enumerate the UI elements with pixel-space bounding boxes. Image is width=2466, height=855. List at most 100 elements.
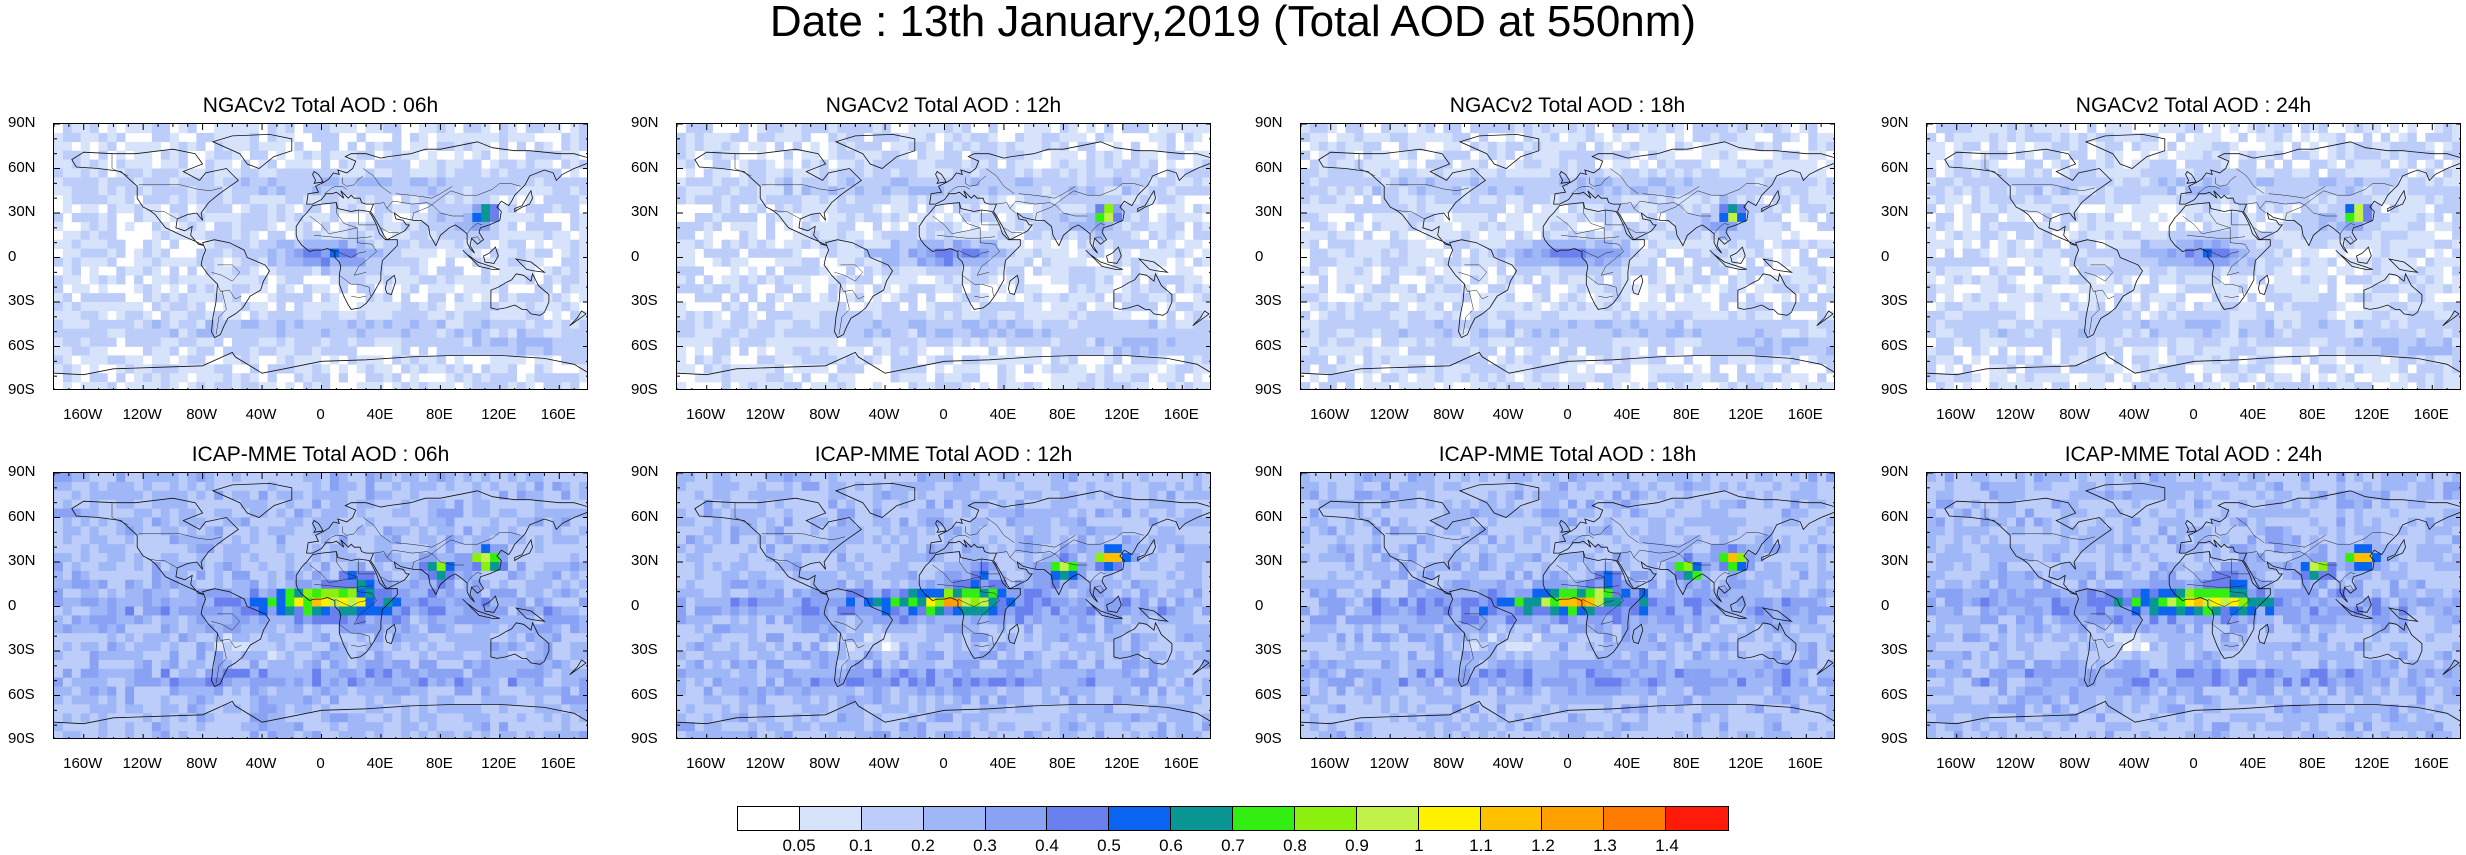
- lat-tick-label: 30S: [8, 293, 48, 309]
- lon-tick-label: 120E: [1728, 756, 1763, 772]
- lat-tick-label: 30S: [1881, 642, 1921, 658]
- lat-tick-label: 90S: [1255, 731, 1295, 747]
- colorbar-label: 0.8: [1283, 837, 1307, 854]
- colorbar-swatch: [1481, 807, 1543, 830]
- lon-tick-label: 40W: [1493, 407, 1524, 423]
- lat-tick-label: 60N: [1881, 509, 1921, 525]
- lon-tick-label: 40E: [1614, 756, 1641, 772]
- lon-tick-label: 120E: [1728, 407, 1763, 423]
- lon-tick-label: 40E: [2240, 756, 2267, 772]
- lon-tick-label: 80W: [1433, 756, 1464, 772]
- colorbar-label: 0.7: [1221, 837, 1245, 854]
- panel-title: ICAP-MME Total AOD : 12h: [676, 443, 1211, 467]
- lat-tick-label: 90S: [1255, 382, 1295, 398]
- lon-tick-label: 160W: [686, 407, 725, 423]
- lat-tick-label: 0: [631, 249, 671, 265]
- lon-tick-label: 120W: [1996, 407, 2035, 423]
- colorbar-label: 1.1: [1469, 837, 1493, 854]
- colorbar-label: 0.3: [973, 837, 997, 854]
- lon-tick-label: 80W: [186, 407, 217, 423]
- lat-tick-label: 90N: [1881, 464, 1921, 480]
- lon-tick-label: 40E: [367, 407, 394, 423]
- panel-title: ICAP-MME Total AOD : 24h: [1926, 443, 2461, 467]
- lon-tick-label: 40W: [246, 407, 277, 423]
- lon-tick-label: 160E: [541, 756, 576, 772]
- aod-field: [1301, 124, 1835, 390]
- lon-tick-label: 0: [939, 756, 947, 772]
- lat-tick-label: 30N: [631, 553, 671, 569]
- panel-title: NGACv2 Total AOD : 12h: [676, 94, 1211, 118]
- lat-tick-label: 90S: [631, 382, 671, 398]
- aod-map: [1300, 123, 1835, 390]
- colorbar-swatch: [862, 807, 924, 830]
- lat-tick-label: 30S: [1881, 293, 1921, 309]
- lat-tick-label: 60S: [1255, 687, 1295, 703]
- lat-tick-label: 90N: [8, 464, 48, 480]
- panel-title: NGACv2 Total AOD : 06h: [53, 94, 588, 118]
- page-title: Date : 13th January,2019 (Total AOD at 5…: [0, 0, 2466, 44]
- lon-tick-label: 80E: [426, 756, 453, 772]
- lon-tick-label: 80W: [2059, 756, 2090, 772]
- lat-tick-label: 30N: [1881, 204, 1921, 220]
- lat-tick-label: 0: [1881, 598, 1921, 614]
- lon-tick-label: 80E: [426, 407, 453, 423]
- lon-tick-label: 40E: [367, 756, 394, 772]
- lon-tick-label: 80E: [2299, 756, 2326, 772]
- colorbar-swatch: [1419, 807, 1481, 830]
- lat-tick-label: 60N: [8, 509, 48, 525]
- lat-tick-label: 30S: [1255, 293, 1295, 309]
- lat-tick-label: 60S: [1255, 338, 1295, 354]
- lon-tick-label: 40E: [1614, 407, 1641, 423]
- lon-tick-label: 120E: [2354, 407, 2389, 423]
- lon-tick-label: 160W: [1310, 407, 1349, 423]
- lon-tick-label: 160W: [1936, 407, 1975, 423]
- colorbar-swatch: [1666, 807, 1728, 830]
- colorbar-swatch: [738, 807, 800, 830]
- lat-tick-label: 90S: [8, 731, 48, 747]
- aod-field: [677, 124, 1211, 390]
- lon-tick-label: 120W: [1370, 407, 1409, 423]
- colorbar-label: 0.9: [1345, 837, 1369, 854]
- lon-tick-label: 80W: [809, 407, 840, 423]
- colorbar: [737, 806, 1729, 831]
- lon-tick-label: 160W: [1936, 756, 1975, 772]
- lon-tick-label: 160E: [1788, 407, 1823, 423]
- lat-tick-label: 90S: [8, 382, 48, 398]
- lon-tick-label: 40E: [990, 756, 1017, 772]
- panel-title: NGACv2 Total AOD : 24h: [1926, 94, 2461, 118]
- lon-tick-label: 160E: [2414, 407, 2449, 423]
- lat-tick-label: 30S: [8, 642, 48, 658]
- colorbar-label: 0.4: [1035, 837, 1059, 854]
- lat-tick-label: 60S: [631, 338, 671, 354]
- lat-tick-label: 90S: [1881, 731, 1921, 747]
- aod-map: [676, 123, 1211, 390]
- lon-tick-label: 160E: [1788, 756, 1823, 772]
- aod-map: [1926, 123, 2461, 390]
- colorbar-swatch: [1109, 807, 1171, 830]
- lon-tick-label: 120W: [1370, 756, 1409, 772]
- lon-tick-label: 40W: [2119, 407, 2150, 423]
- lat-tick-label: 90N: [1255, 464, 1295, 480]
- aod-field: [54, 473, 588, 739]
- panel-title: NGACv2 Total AOD : 18h: [1300, 94, 1835, 118]
- lon-tick-label: 0: [939, 407, 947, 423]
- aod-field: [1927, 124, 2461, 390]
- aod-field: [677, 473, 1211, 739]
- colorbar-swatch: [924, 807, 986, 830]
- lat-tick-label: 60N: [631, 160, 671, 176]
- lon-tick-label: 160W: [686, 756, 725, 772]
- lat-tick-label: 90N: [631, 464, 671, 480]
- colorbar-swatch: [1295, 807, 1357, 830]
- colorbar-label: 1: [1414, 837, 1423, 854]
- panel-title: ICAP-MME Total AOD : 18h: [1300, 443, 1835, 467]
- lon-tick-label: 120E: [2354, 756, 2389, 772]
- lon-tick-label: 160W: [1310, 756, 1349, 772]
- lon-tick-label: 80E: [1049, 756, 1076, 772]
- lon-tick-label: 80W: [809, 756, 840, 772]
